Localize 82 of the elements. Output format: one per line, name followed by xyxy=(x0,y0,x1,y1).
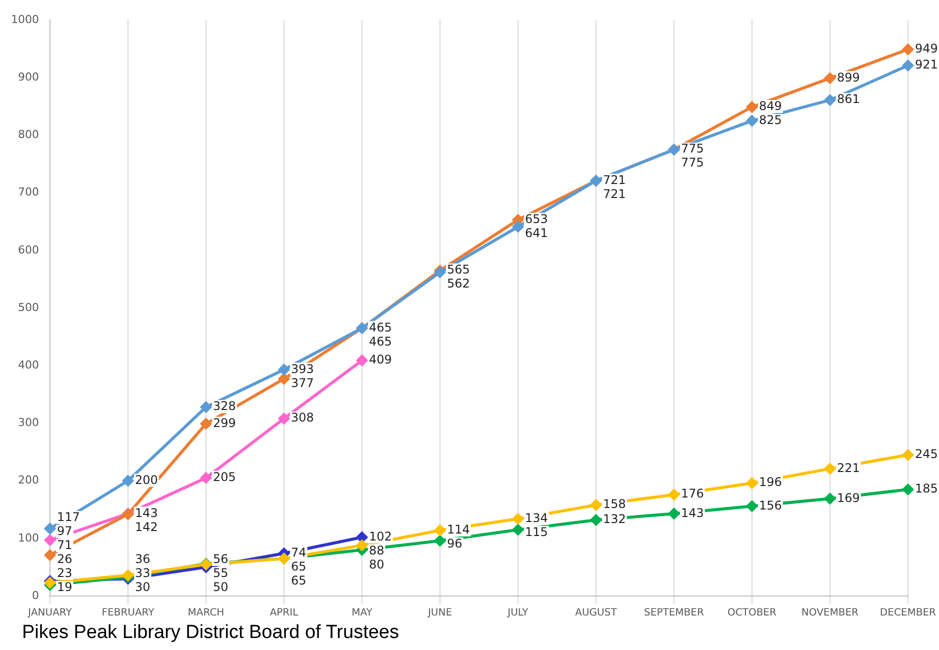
data-label: 88 xyxy=(368,543,384,558)
data-label: 200 xyxy=(134,472,158,487)
data-label: 33 xyxy=(134,566,150,580)
data-label: 143 xyxy=(134,506,158,520)
data-label: 71 xyxy=(56,538,72,552)
x-tick-label: MARCH xyxy=(188,608,224,619)
data-label: 825 xyxy=(758,113,782,128)
data-label: 74 xyxy=(290,546,306,560)
y-tick-label: 1000 xyxy=(10,12,39,26)
data-label: 156 xyxy=(758,498,782,512)
data-label: 949 xyxy=(914,42,938,56)
data-label: 143 xyxy=(680,506,704,520)
data-label: 721 xyxy=(602,186,626,201)
y-tick-label: 900 xyxy=(18,70,39,84)
data-label: 65 xyxy=(290,560,306,574)
y-tick-label: 0 xyxy=(32,588,39,602)
data-label: 114 xyxy=(446,522,470,536)
x-tick-label: FEBRUARY xyxy=(102,608,156,619)
data-label: 205 xyxy=(212,470,236,484)
data-label: 861 xyxy=(836,92,860,106)
text: Pikes Peak Library District Board of Trustees xyxy=(22,622,400,644)
data-label: 328 xyxy=(212,399,236,414)
x-tick-label: JULY xyxy=(506,608,530,619)
x-tick-label: DECEMBER xyxy=(880,608,936,619)
data-label: 921 xyxy=(914,58,938,72)
data-label: 102 xyxy=(368,529,392,544)
data-label: 221 xyxy=(836,460,860,475)
data-label: 56 xyxy=(212,552,228,566)
data-label: 245 xyxy=(914,447,938,462)
data-label: 196 xyxy=(758,475,782,490)
data-label: 23 xyxy=(56,566,72,580)
data-label: 721 xyxy=(602,172,626,187)
data-label: 97 xyxy=(56,524,72,538)
data-label: 117 xyxy=(56,510,80,524)
data-label: 55 xyxy=(212,566,228,580)
data-label: 377 xyxy=(290,376,314,390)
data-label: 65 xyxy=(290,574,306,588)
x-tick-label: NOVEMBER xyxy=(801,608,859,619)
x-tick-label: AUGUST xyxy=(575,608,618,619)
data-label: 30 xyxy=(134,580,150,594)
data-label: 299 xyxy=(212,416,236,430)
data-label: 465 xyxy=(368,334,392,348)
data-label: 562 xyxy=(446,276,470,291)
data-label: 80 xyxy=(368,557,384,572)
data-label: 565 xyxy=(446,262,470,277)
data-label: 169 xyxy=(836,490,860,505)
data-label: 50 xyxy=(212,580,228,594)
data-label: 308 xyxy=(290,410,314,425)
data-label: 142 xyxy=(134,520,158,534)
data-label: 653 xyxy=(524,212,548,226)
data-label: 26 xyxy=(56,552,72,566)
x-tick-label: JANUARY xyxy=(27,608,73,619)
data-label: 158 xyxy=(602,497,626,512)
y-tick-label: 300 xyxy=(18,416,39,430)
data-label: 775 xyxy=(680,142,704,156)
y-tick-label: 700 xyxy=(18,186,39,199)
x-tick-label: SEPTEMBER xyxy=(644,608,704,619)
data-label: 899 xyxy=(836,70,860,84)
data-label: 393 xyxy=(290,362,314,376)
data-label: 36 xyxy=(134,552,150,566)
data-label: 19 xyxy=(56,580,72,594)
data-label: 134 xyxy=(524,510,548,525)
y-tick-label: 400 xyxy=(18,358,39,372)
y-tick-label: 100 xyxy=(18,531,39,544)
y-tick-label: 800 xyxy=(18,128,39,142)
y-tick-label: 600 xyxy=(18,243,39,256)
x-tick-label: APRIL xyxy=(270,608,299,619)
data-label: 96 xyxy=(446,536,462,550)
x-tick-label: JUNE xyxy=(426,608,452,619)
data-label: 176 xyxy=(680,486,704,501)
data-label: 641 xyxy=(524,226,548,240)
data-label: 775 xyxy=(680,156,704,170)
data-label: 465 xyxy=(368,320,392,334)
data-label: 185 xyxy=(914,482,938,496)
data-label: 115 xyxy=(524,524,548,539)
data-label: 132 xyxy=(602,512,626,526)
data-label: 409 xyxy=(368,352,392,367)
x-tick-label: MAY xyxy=(352,608,374,619)
y-tick-label: 500 xyxy=(18,300,39,314)
data-label: 849 xyxy=(758,99,782,114)
x-tick-label: OCTOBER xyxy=(727,608,776,619)
y-tick-label: 200 xyxy=(18,474,39,487)
